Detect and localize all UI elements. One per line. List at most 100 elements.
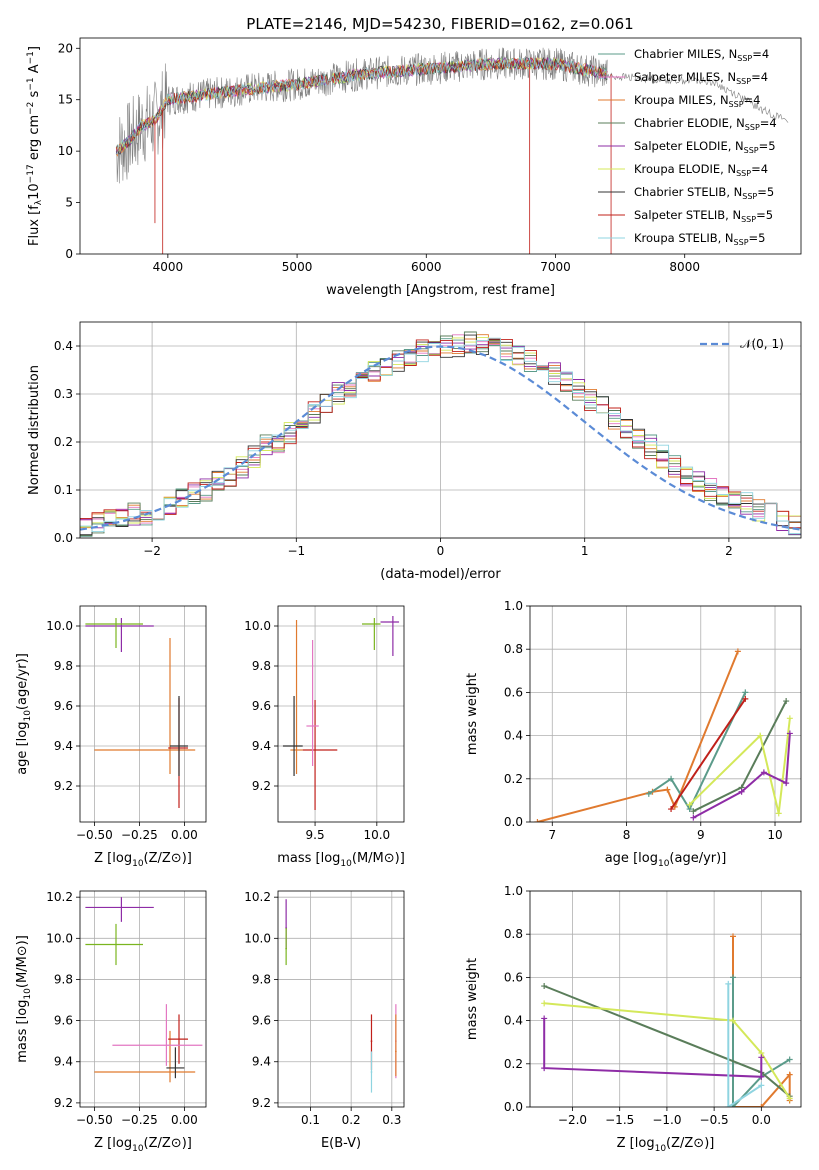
x-axis-label: age [log10(age/yr)] xyxy=(605,851,727,869)
series-marker xyxy=(758,1082,765,1089)
legend-label: Kroupa MILES, NSSP=4 xyxy=(634,93,760,109)
y-axis-label: mass [log10(M/M⊙)] xyxy=(15,935,33,1063)
x-tick-label: 0 xyxy=(437,544,445,558)
errorbar-points xyxy=(285,899,397,1093)
y-tick-label: 9.4 xyxy=(54,739,73,753)
series-marker xyxy=(786,1056,793,1063)
weight-series xyxy=(534,648,793,822)
model-tail-line xyxy=(606,72,789,123)
series-marker xyxy=(757,732,764,739)
x-tick-label: −1 xyxy=(287,544,305,558)
y-tick-label: 9.4 xyxy=(252,1055,271,1069)
y-tick-label: 0.6 xyxy=(504,970,523,984)
errorbar-points xyxy=(85,618,196,808)
y-tick-label: 10.2 xyxy=(46,890,73,904)
series-marker xyxy=(668,775,675,782)
x-tick-label: −2 xyxy=(143,544,161,558)
y-axis-label: mass weight xyxy=(465,673,480,755)
y-tick-label: 9.8 xyxy=(252,972,271,986)
series-marker xyxy=(725,980,732,987)
series-marker xyxy=(668,806,675,813)
x-tick-label: −1.0 xyxy=(652,1113,681,1127)
series-marker xyxy=(742,689,749,696)
series-marker xyxy=(534,819,541,822)
series-marker xyxy=(664,786,671,793)
weight-series xyxy=(541,933,793,1107)
y-tick-label: 9.2 xyxy=(54,1096,73,1110)
legend-label: Kroupa STELIB, NSSP=5 xyxy=(634,231,765,247)
y-tick-label: 1.0 xyxy=(504,884,523,898)
series-marker xyxy=(730,933,737,940)
legend-label: Salpeter MILES, NSSP=4 xyxy=(634,70,768,86)
errorbar-points xyxy=(282,616,400,810)
x-tick-label: 7 xyxy=(548,828,556,842)
axes-frame xyxy=(79,37,802,255)
y-tick-label: 10.0 xyxy=(244,931,271,945)
series-marker xyxy=(760,769,767,776)
gaussian-curve xyxy=(80,345,801,531)
y-axis-label: mass weight xyxy=(465,958,480,1040)
series-marker xyxy=(541,983,548,990)
y-tick-label: 10 xyxy=(58,144,73,158)
y-tick-label: 0.2 xyxy=(504,772,523,786)
axes-frame xyxy=(529,605,802,823)
y-tick-label: 20 xyxy=(58,41,73,55)
series-marker xyxy=(758,1073,765,1080)
series-marker xyxy=(775,810,782,817)
legend-label: Salpeter ELODIE, NSSP=5 xyxy=(634,139,776,155)
x-tick-label: −0.25 xyxy=(121,828,158,842)
y-tick-label: 9.2 xyxy=(54,779,73,793)
x-tick-label: 10.0 xyxy=(363,828,390,842)
y-tick-label: 0.4 xyxy=(504,1014,523,1028)
y-tick-label: 9.6 xyxy=(54,699,73,713)
model-line xyxy=(115,57,608,153)
series-marker xyxy=(786,715,793,722)
series-marker xyxy=(541,1065,548,1072)
y-axis-label: Normed distribution xyxy=(27,365,42,495)
axes-frame xyxy=(79,605,207,823)
y-tick-label: 9.8 xyxy=(54,659,73,673)
y-tick-label: 0.4 xyxy=(504,729,523,743)
x-tick-label: 0.00 xyxy=(171,1113,198,1127)
y-tick-label: 10.0 xyxy=(46,931,73,945)
axes-frame xyxy=(277,890,405,1108)
y-tick-label: 9.6 xyxy=(54,1014,73,1028)
x-tick-label: −0.25 xyxy=(121,1113,158,1127)
y-tick-label: 0.0 xyxy=(504,1100,523,1114)
x-tick-label: −1.5 xyxy=(605,1113,634,1127)
x-tick-label: 6000 xyxy=(411,260,442,274)
series-marker xyxy=(541,1015,548,1022)
figure-title: PLATE=2146, MJD=54230, FIBERID=0162, z=0… xyxy=(246,15,633,33)
x-tick-label: 0.00 xyxy=(171,828,198,842)
y-tick-label: 0.6 xyxy=(504,685,523,699)
model-line xyxy=(116,57,608,154)
series-marker xyxy=(786,730,793,737)
y-tick-label: 9.6 xyxy=(252,1014,271,1028)
legend-label: Salpeter STELIB, NSSP=5 xyxy=(634,208,773,224)
y-tick-label: 9.6 xyxy=(252,699,271,713)
chart-mass-vs-EBV: 0.1 0.2 0.3 9.2 9.4 9.6 9.8 10.0 10.2 E(B-V) xyxy=(244,890,405,1151)
x-tick-label: 8000 xyxy=(669,260,700,274)
y-tick-label: 0.2 xyxy=(504,1057,523,1071)
series-marker xyxy=(730,974,737,981)
axes-frame xyxy=(529,890,802,1108)
axes-frame xyxy=(79,890,207,1108)
series-marker xyxy=(734,648,741,655)
x-tick-label: −0.50 xyxy=(76,1113,113,1127)
x-tick-label: 10 xyxy=(767,828,782,842)
legend-label: Chabrier STELIB, NSSP=5 xyxy=(634,185,774,201)
x-axis-label: E(B-V) xyxy=(321,1136,361,1151)
y-axis-label: Flux [fλ10−17 erg cm−2 s−1 A−1] xyxy=(26,46,44,246)
x-tick-label: 0.2 xyxy=(342,1113,361,1127)
series-marker xyxy=(783,698,790,705)
y-tick-label: 0.4 xyxy=(54,339,73,353)
chart-mass-weight-vs-age: 7 8 9 10 0.0 0.2 0.4 0.6 0.8 1.0 age [log10(age/yr… xyxy=(465,599,802,869)
legend-label: 𝒩(0, 1) xyxy=(740,337,784,351)
series-marker xyxy=(686,801,693,808)
x-tick-label: 5000 xyxy=(282,260,313,274)
series-line xyxy=(732,977,791,1107)
x-tick-label: 8 xyxy=(623,828,631,842)
series-marker xyxy=(645,790,652,797)
series-line xyxy=(670,698,747,810)
y-tick-label: 15 xyxy=(58,93,73,107)
